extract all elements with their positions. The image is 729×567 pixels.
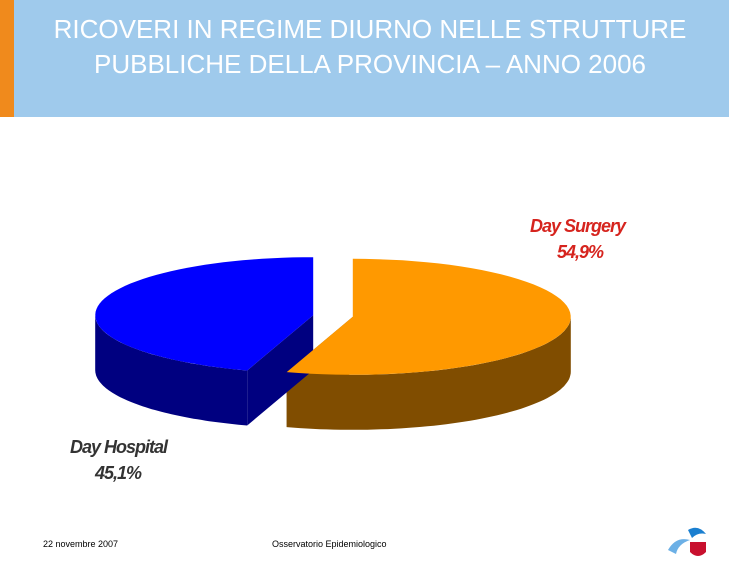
value-label: 54,9%: [557, 242, 604, 262]
header-band: [0, 0, 729, 117]
chart-title: RICOVERI IN REGIME DIURNO NELLE STRUTTUR…: [53, 14, 687, 79]
slice: [95, 257, 314, 371]
footer-date: 22 novembre 2007: [43, 539, 118, 549]
footer-source: Osservatorio Epidemiologico: [272, 539, 387, 549]
header-accent: [0, 0, 14, 117]
slice-side: [95, 315, 248, 426]
slice-label: Day Hospital: [70, 437, 169, 457]
slice-side: [286, 316, 571, 430]
value-label: 45,1%: [94, 463, 142, 483]
slice: [286, 258, 571, 375]
slice-label: Day Surgery: [530, 216, 627, 236]
logo: [668, 527, 706, 556]
slice-cut-face: [247, 315, 314, 426]
